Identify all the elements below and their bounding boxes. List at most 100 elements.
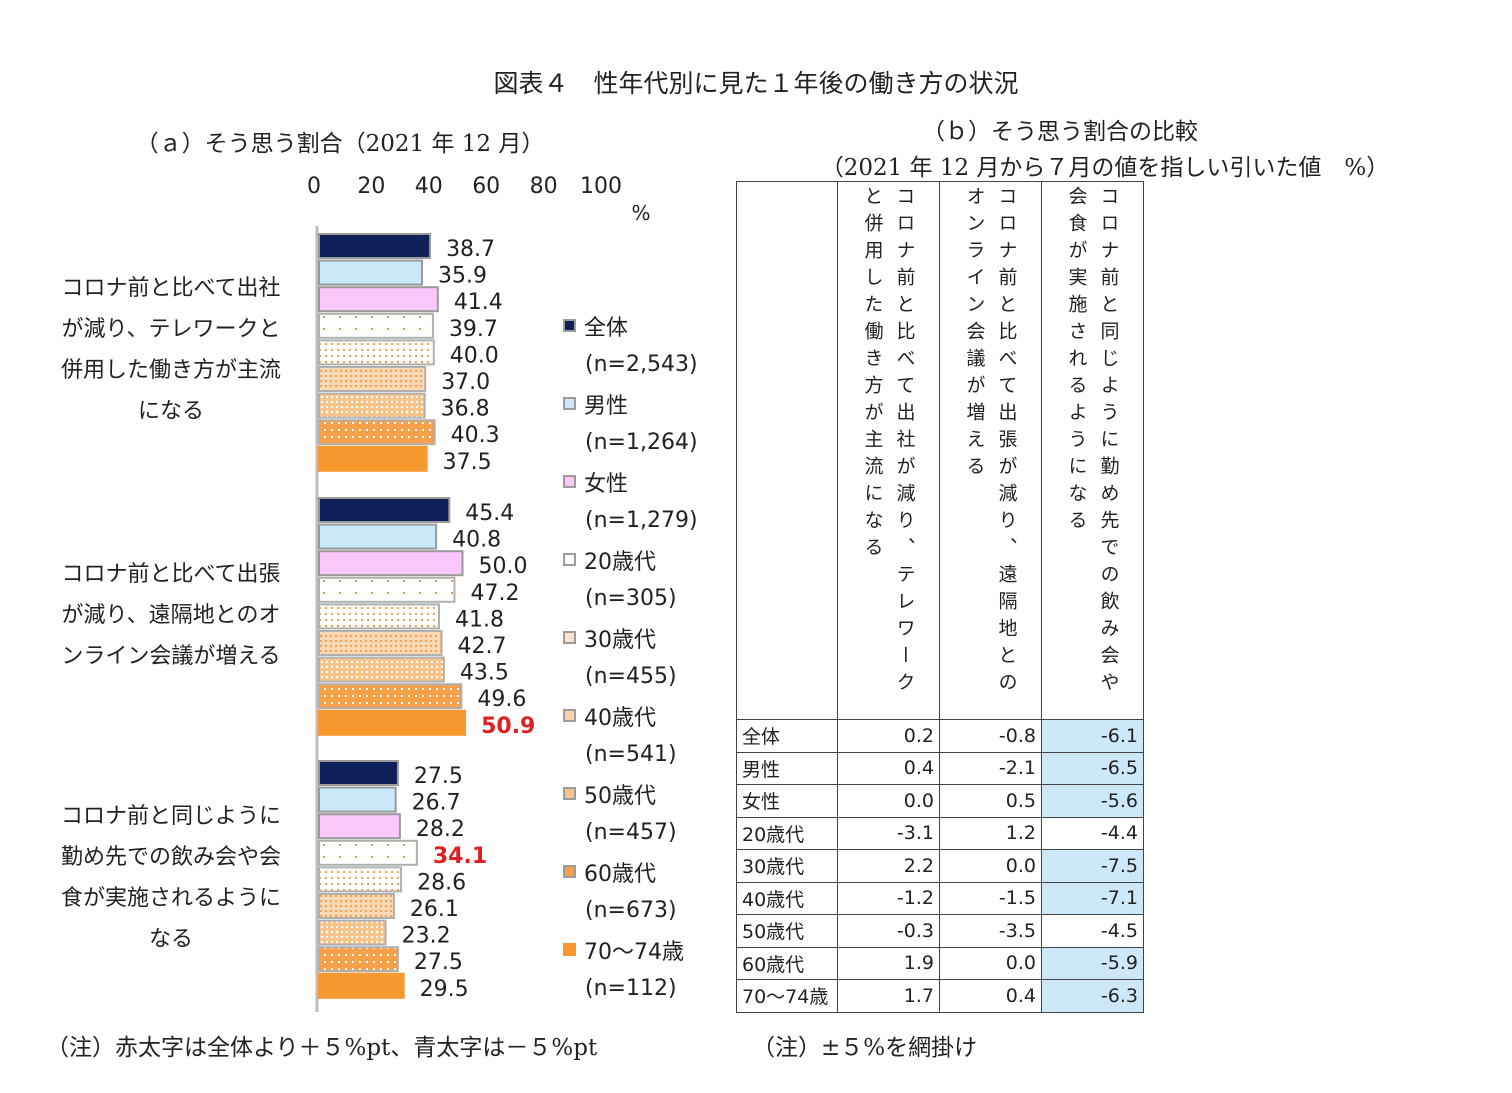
- table-cell: -7.1: [1041, 881, 1144, 915]
- table-cell: -3.5: [939, 914, 1042, 948]
- table-cell: -1.5: [939, 881, 1042, 915]
- table-row: 30歳代 2.2 0.0 -7.5: [736, 849, 1144, 883]
- legend-label: 女性: [584, 471, 629, 497]
- table-cell: -2.1: [939, 751, 1042, 785]
- table-row: 40歳代 -1.2 -1.5 -7.1: [736, 881, 1144, 915]
- bar: [318, 866, 403, 893]
- x-tick-label: 40: [415, 174, 443, 199]
- x-tick-label: 0: [307, 174, 321, 199]
- legend-item: 20歳代: [563, 540, 698, 579]
- legend-swatch: [563, 475, 576, 488]
- bar-value-label: 42.7: [458, 634, 507, 659]
- table-cell: -3.1: [837, 816, 940, 850]
- bar: [318, 523, 438, 550]
- bar-value-label: 26.1: [410, 897, 459, 922]
- table-cell: -4.5: [1041, 914, 1144, 948]
- legend-item: 30歳代: [563, 618, 698, 657]
- bar: [318, 312, 434, 339]
- table-row-label: 70～74歳: [736, 979, 838, 1013]
- table-header-col-3: コロナ前と同じように勤め先での飲み会や会食が実施されるようになる: [1041, 181, 1144, 720]
- table-row-label: 全体: [736, 719, 838, 753]
- legend-swatch: [563, 787, 576, 800]
- category-label-1: コロナ前と比べて出社 が減り、テレワークと 併用した働き方が主流 になる: [60, 276, 281, 424]
- bar: [318, 683, 463, 710]
- table-row: 20歳代 -3.1 1.2 -4.4: [736, 816, 1144, 850]
- panel-a-subtitle: （ａ）そう思う割合（2021 年 12 月）: [135, 131, 545, 157]
- table-header-col-2: コロナ前と比べて出張が減り、遠隔地とのオンライン会議が増える: [939, 181, 1042, 720]
- table-row: 男性 0.4 -2.1 -6.5: [736, 751, 1144, 785]
- bar: [318, 813, 401, 840]
- chart-legend: 全体 (n=2,543) 男性 (n=1,264) 女性 (n=1,279) 20歳代 (n=…: [563, 306, 698, 1008]
- bar: [318, 366, 427, 392]
- table-row: 女性 0.0 0.5 -5.6: [736, 784, 1144, 818]
- legend-label: 60歳代: [584, 861, 656, 887]
- bar: [318, 339, 435, 366]
- bar: [318, 709, 467, 736]
- bar: [318, 392, 426, 419]
- table-header-blank: [736, 181, 838, 720]
- legend-label: 全体: [584, 315, 629, 341]
- table-row: 50歳代 -0.3 -3.5 -4.5: [736, 914, 1144, 948]
- note-right: （注）±５%を網掛け: [752, 1035, 978, 1061]
- x-tick-label: 20: [357, 174, 385, 199]
- bar-value-label: 26.7: [412, 791, 461, 816]
- legend-swatch: [563, 943, 576, 956]
- bar: [318, 419, 436, 446]
- legend-swatch: [563, 631, 576, 644]
- bar-value-label: 50.9: [481, 714, 535, 739]
- x-tick-label: 100: [580, 174, 622, 199]
- legend-n: (n=1,264): [585, 430, 698, 455]
- table-row-label: 男性: [736, 751, 838, 785]
- table-cell: -4.4: [1041, 816, 1144, 850]
- bar-value-label: 47.2: [470, 581, 519, 606]
- bar-chart: 0 20 40 60 80 100% 38.735.941.439.740.037.036.…: [307, 174, 651, 1012]
- bar-value-label: 28.2: [416, 817, 465, 842]
- x-unit-label: %: [631, 201, 650, 225]
- bar: [318, 233, 432, 259]
- bar-value-label: 41.8: [455, 607, 504, 632]
- bar-value-label: 23.2: [402, 924, 451, 949]
- legend-item: 50歳代: [563, 774, 698, 813]
- bar: [318, 893, 395, 919]
- bar-value-label: 40.8: [452, 528, 501, 553]
- bar: [318, 603, 440, 630]
- table-cell: -5.9: [1041, 946, 1144, 980]
- bar-value-label: 27.5: [414, 764, 463, 789]
- legend-label: 男性: [584, 393, 629, 419]
- bar-value-label: 50.0: [479, 554, 528, 579]
- table-cell: -5.6: [1041, 784, 1144, 818]
- table-cell: 1.9: [837, 946, 940, 980]
- bar-value-label: 41.4: [454, 290, 503, 315]
- legend-swatch: [563, 319, 576, 332]
- legend-n: (n=112): [585, 976, 677, 1001]
- legend-n: (n=455): [585, 664, 677, 689]
- table-header-col-1: コロナ前と比べて出社が減り、テレワークと併用した働き方が主流になる: [837, 181, 940, 720]
- bar: [318, 656, 445, 683]
- legend-n: (n=2,543): [585, 352, 698, 377]
- legend-item: 女性: [563, 462, 698, 501]
- panel-b-subtitle-note: （2021 年 12 月から７月の値を指しい引いた値 %）: [820, 155, 1390, 181]
- table-row-label: 50歳代: [736, 914, 838, 948]
- table-cell: 0.5: [939, 784, 1042, 818]
- note-left: （注）赤太字は全体より＋５%pt、青太字は－５%pt: [46, 1035, 598, 1061]
- comparison-table: コロナ前と比べて出社が減り、テレワークと併用した働き方が主流になる コロナ前と比…: [736, 181, 1144, 1013]
- table-cell: 0.4: [837, 751, 940, 785]
- table-row: 70～74歳 1.7 0.4 -6.3: [736, 979, 1144, 1013]
- category-label-2: コロナ前と比べて出張 が減り、遠隔地とのオ ンライン会議が増える: [61, 562, 281, 669]
- bar-value-label: 35.9: [438, 264, 487, 289]
- bar-value-label: 27.5: [414, 950, 463, 975]
- legend-label: 30歳代: [584, 627, 656, 653]
- legend-item: 全体: [563, 306, 698, 345]
- legend-label: 70～74歳: [584, 939, 684, 965]
- table-cell: 0.0: [939, 849, 1042, 883]
- bar: [318, 919, 387, 946]
- table-cell: 0.4: [939, 979, 1042, 1013]
- legend-item: 60歳代: [563, 852, 698, 891]
- table-header-row: コロナ前と比べて出社が減り、テレワークと併用した働き方が主流になる コロナ前と比…: [736, 181, 1144, 720]
- x-tick-label: 80: [530, 174, 558, 199]
- table-cell: -6.1: [1041, 719, 1144, 753]
- bar: [318, 497, 451, 523]
- bar-value-label: 37.5: [443, 450, 492, 475]
- legend-item: 男性: [563, 384, 698, 423]
- bar: [318, 946, 399, 973]
